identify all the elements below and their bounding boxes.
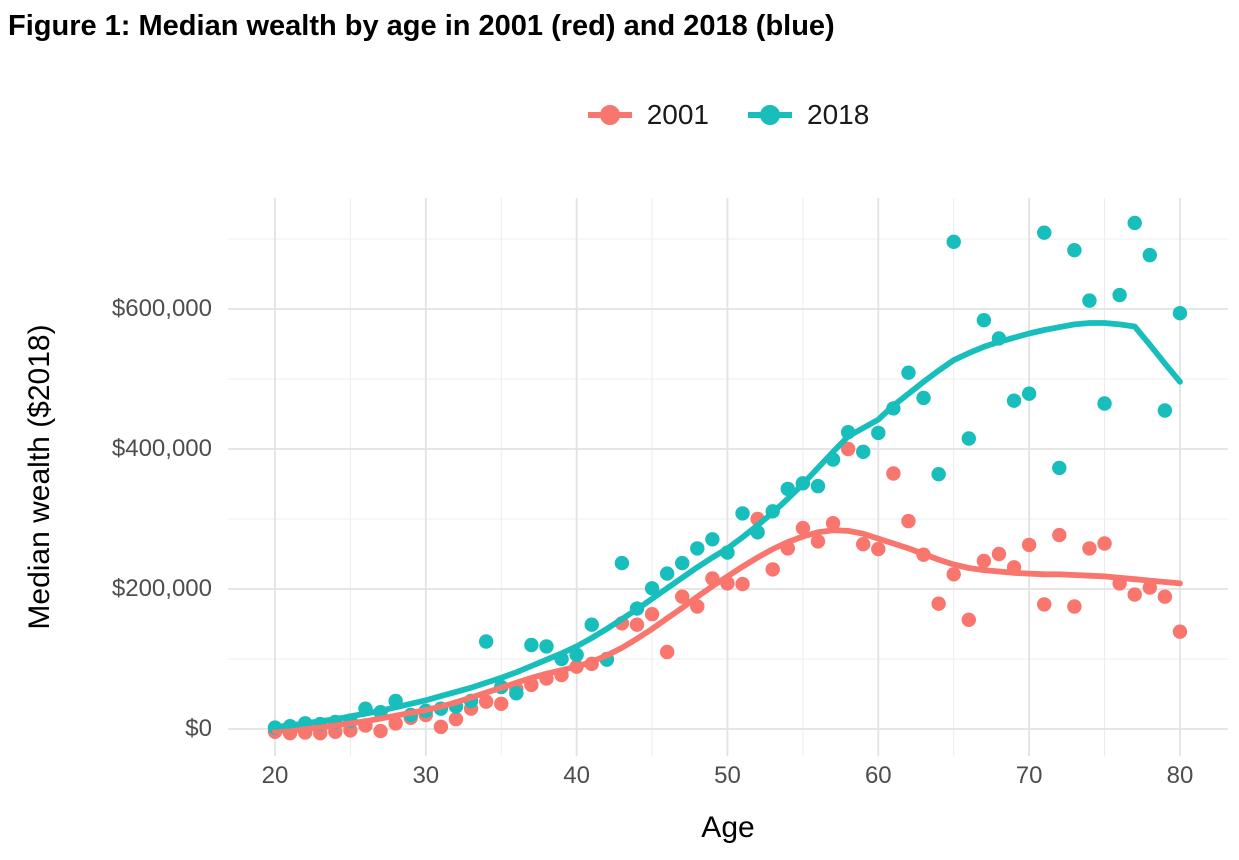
data-point-2001 [659,644,675,660]
legend-item-2018: 2018 [747,99,869,131]
data-point-2018 [524,637,539,653]
data-point-2001 [629,617,645,632]
data-point-2018 [705,532,720,547]
x-tick-label: 40 [563,762,590,789]
data-point-2001 [433,719,449,735]
data-point-2001 [795,520,811,536]
data-point-2018 [931,467,946,482]
data-point-2018 [976,313,992,328]
legend-item-2001: 2001 [587,99,709,131]
data-point-2001 [1142,580,1157,595]
data-point-2018 [1021,386,1037,401]
data-point-2001 [494,696,509,711]
data-point-2001 [735,576,750,592]
x-tick-label: 60 [864,762,892,789]
data-point-2018 [1172,306,1188,321]
trend-line-2001 [272,527,1183,734]
data-point-2001 [448,711,464,727]
data-point-2018 [1006,393,1022,408]
data-point-2018 [539,639,554,654]
y-tick-label: $400,000 [111,435,212,462]
data-point-2001 [976,553,992,569]
data-point-2001 [810,534,826,549]
trend-lines [272,320,1183,734]
x-tick-label: 20 [261,762,289,789]
data-point-2018 [1112,287,1127,303]
legend-label-2001: 2001 [646,99,709,130]
data-point-2018 [1067,243,1082,258]
data-point-2001 [856,536,871,552]
data-point-2001 [478,694,494,709]
data-point-2018 [509,686,524,701]
data-point-2018 [675,555,690,571]
data-point-2001 [1157,589,1173,604]
data-point-2018 [1157,403,1173,418]
data-point-2018 [584,617,599,632]
x-tick-label: 70 [1015,762,1043,789]
data-point-2001 [825,515,841,531]
data-point-2001 [1037,597,1052,612]
data-point-2001 [901,513,916,529]
data-point-2001 [1097,536,1112,551]
data-point-2018 [1142,247,1157,263]
data-point-2018 [614,555,630,571]
data-point-2018 [810,478,826,494]
y-tick-label: $0 [185,714,212,742]
data-point-2018 [1037,225,1052,240]
data-point-2018 [1127,215,1142,231]
data-point-2018 [478,634,494,649]
data-point-2001 [1067,599,1082,614]
data-point-2001 [675,589,690,604]
data-point-2018 [644,581,660,596]
data-point-2001 [1082,541,1097,556]
data-point-2001 [1052,527,1067,543]
data-point-2018 [916,390,931,406]
x-tick-label: 50 [714,762,741,789]
data-point-2018 [659,566,675,581]
data-point-2018 [856,444,871,460]
data-point-2001 [1021,537,1037,553]
data-point-2018 [1082,293,1097,308]
data-point-2018 [1097,396,1112,411]
data-point-2001 [991,546,1007,562]
data-point-2001 [644,606,660,622]
legend-key-2018-icon [747,102,793,128]
data-point-2001 [388,716,403,731]
data-point-2001 [1172,624,1188,639]
data-point-2018 [946,234,961,250]
data-point-2001 [886,466,901,481]
data-point-2001 [373,723,388,739]
legend-label-2018: 2018 [807,99,870,130]
x-tick-label: 30 [412,762,440,789]
y-tick-label: $600,000 [111,295,212,322]
data-point-2018 [690,541,705,556]
chart-title: Figure 1: Median wealth by age in 2001 (… [8,10,835,42]
gridlines-major [228,198,1228,756]
data-point-2018 [961,431,976,446]
data-point-2018 [1052,460,1067,476]
data-point-2018 [735,506,750,521]
data-point-2001 [765,562,780,577]
legend-key-2001-icon [587,102,633,128]
data-point-2001 [946,567,961,582]
y-tick-label: $200,000 [111,574,212,602]
data-point-2001 [931,596,946,611]
data-point-2018 [871,425,886,441]
x-tick-label: 80 [1166,762,1194,789]
x-axis-title: Age [701,811,755,844]
legend: 2001 2018 [228,97,1228,133]
data-point-2001 [961,612,976,627]
data-point-2001 [840,441,856,457]
data-point-2001 [1127,587,1142,602]
data-point-2018 [901,365,916,380]
trend-line-2018 [272,320,1183,730]
data-point-2001 [871,541,886,557]
